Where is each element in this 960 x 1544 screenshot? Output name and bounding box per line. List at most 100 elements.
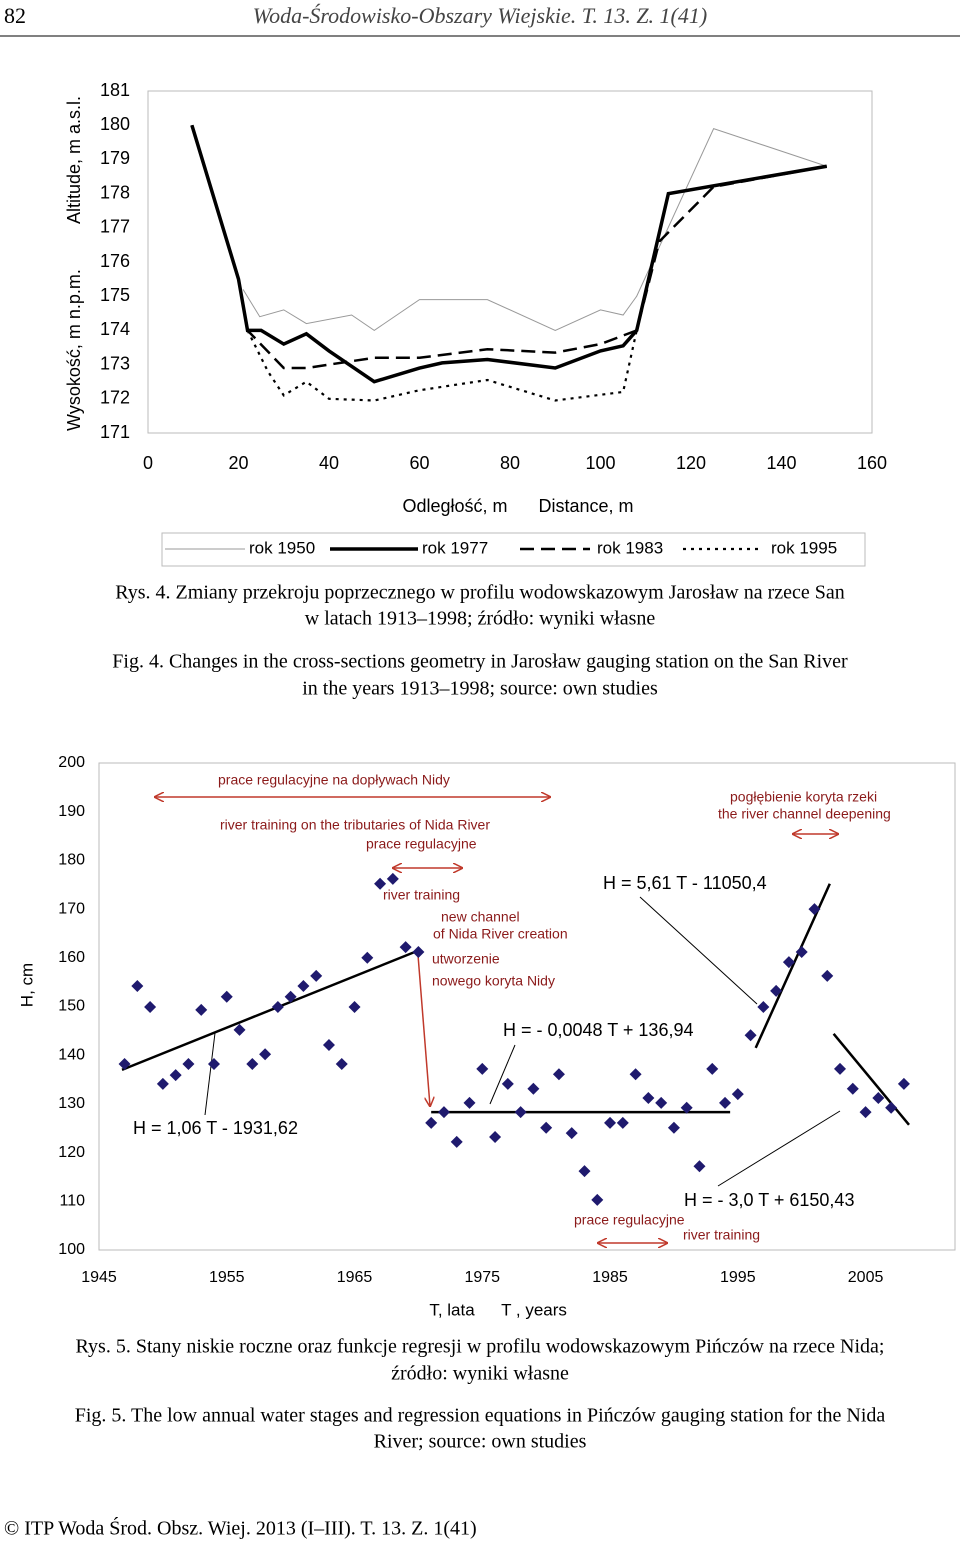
annotation: prace regulacyjne — [574, 1212, 685, 1228]
data-point — [655, 1096, 668, 1109]
data-point — [514, 1106, 527, 1119]
x-tick-label: 1995 — [720, 1269, 756, 1286]
data-point — [552, 1068, 565, 1081]
data-point — [476, 1062, 489, 1075]
data-point — [565, 1127, 578, 1140]
y-tick-label: 176 — [100, 251, 130, 271]
data-point — [207, 1057, 220, 1070]
x-tick-label: 100 — [585, 453, 615, 473]
annotation: river training — [383, 887, 460, 903]
y-tick-label: 170 — [58, 900, 85, 917]
annotation: pogłębienie koryta rzeki — [730, 789, 877, 805]
x-axis-title: Odległość, m — [402, 496, 507, 516]
y-tick-label: 179 — [100, 148, 130, 168]
legend-label: rok 1977 — [422, 538, 488, 557]
y-tick-label: 150 — [58, 998, 85, 1015]
legend-label: rok 1950 — [249, 538, 315, 557]
annotation: the river channel deepening — [718, 806, 891, 822]
data-point — [719, 1096, 732, 1109]
x-tick-label: 1965 — [337, 1269, 373, 1286]
data-line — [190, 124, 827, 370]
data-point — [131, 980, 144, 993]
data-point — [450, 1135, 463, 1148]
y-tick-label: 120 — [58, 1144, 85, 1161]
data-point — [271, 1000, 284, 1013]
data-point — [667, 1121, 680, 1134]
x-tick-label: 1985 — [592, 1269, 628, 1286]
x-tick-label: 1975 — [464, 1269, 500, 1286]
y-tick-label: 180 — [58, 852, 85, 869]
equation-pointer — [717, 1110, 841, 1187]
data-line — [246, 329, 638, 402]
y-axis-title: H, cm — [17, 963, 36, 1007]
y-tick-label: 178 — [100, 182, 130, 202]
data-point — [195, 1003, 208, 1016]
caption: in the years 1913–1998; source: own stud… — [302, 678, 658, 700]
caption: Fig. 4. Changes in the cross-sections ge… — [112, 651, 848, 673]
data-point — [386, 872, 399, 885]
x-tick-label: 20 — [228, 453, 248, 473]
data-point — [310, 969, 323, 982]
regression-equation: H = 5,61 T - 11050,4 — [603, 873, 767, 893]
caption: źródło: wyniki własne — [391, 1363, 569, 1385]
data-point — [527, 1082, 540, 1095]
annotation: nowego koryta Nidy — [432, 973, 555, 989]
annotation: utworzenie — [432, 951, 500, 967]
annotation: prace regulacyjne — [366, 836, 477, 852]
data-point — [425, 1116, 438, 1129]
equation-pointer — [204, 1032, 216, 1116]
caption: w latach 1913–1998; źródło: wyniki własn… — [305, 608, 656, 630]
event-arrow — [417, 954, 430, 1106]
legend-label: rok 1995 — [771, 538, 837, 557]
data-point — [872, 1092, 885, 1105]
x-tick-label: 2005 — [848, 1269, 884, 1286]
data-point — [693, 1160, 706, 1173]
plot-frame — [147, 90, 873, 434]
caption: Rys. 4. Zmiany przekroju poprzecznego w … — [115, 582, 845, 604]
page-number: 82 — [4, 3, 26, 28]
data-point — [808, 903, 821, 916]
data-point — [374, 877, 387, 890]
y-tick-label: 177 — [100, 217, 130, 237]
journal-title: Woda-Środowisko-Obszary Wiejskie. T. 13.… — [253, 3, 707, 28]
footer: © ITP Woda Środ. Obsz. Wiej. 2013 (I–III… — [4, 1516, 477, 1540]
annotation: river training — [683, 1227, 760, 1243]
data-point — [489, 1131, 502, 1144]
y-tick-label: 200 — [58, 754, 85, 771]
y-tick-label: 172 — [100, 388, 130, 408]
data-point — [437, 1106, 450, 1119]
data-point — [182, 1057, 195, 1070]
data-point — [578, 1165, 591, 1178]
data-point — [821, 969, 834, 982]
data-point — [322, 1038, 335, 1051]
x-axis-title: Distance, m — [538, 496, 633, 516]
equation-pointer — [489, 1044, 516, 1105]
y-tick-label: 175 — [100, 285, 130, 305]
y-tick-label: 130 — [58, 1095, 85, 1112]
x-tick-label: 160 — [857, 453, 887, 473]
y-tick-label: 181 — [100, 80, 130, 100]
y-tick-label: 160 — [58, 949, 85, 966]
data-point — [680, 1101, 693, 1114]
data-point — [859, 1106, 872, 1119]
data-point — [297, 980, 310, 993]
data-point — [846, 1082, 859, 1095]
data-point — [399, 941, 412, 954]
data-point — [897, 1077, 910, 1090]
data-point — [156, 1077, 169, 1090]
data-point — [246, 1057, 259, 1070]
annotation: prace regulacyjne na dopływach Nidy — [218, 772, 450, 788]
data-point — [795, 945, 808, 958]
data-point — [885, 1101, 898, 1114]
y-tick-label: 180 — [100, 114, 130, 134]
y-tick-label: 140 — [58, 1046, 85, 1063]
data-point — [361, 951, 374, 964]
annotation: new channel — [441, 909, 520, 925]
y-tick-label: 110 — [59, 1193, 85, 1210]
data-point — [604, 1116, 617, 1129]
data-point — [118, 1057, 131, 1070]
data-point — [463, 1096, 476, 1109]
data-point — [169, 1069, 182, 1082]
